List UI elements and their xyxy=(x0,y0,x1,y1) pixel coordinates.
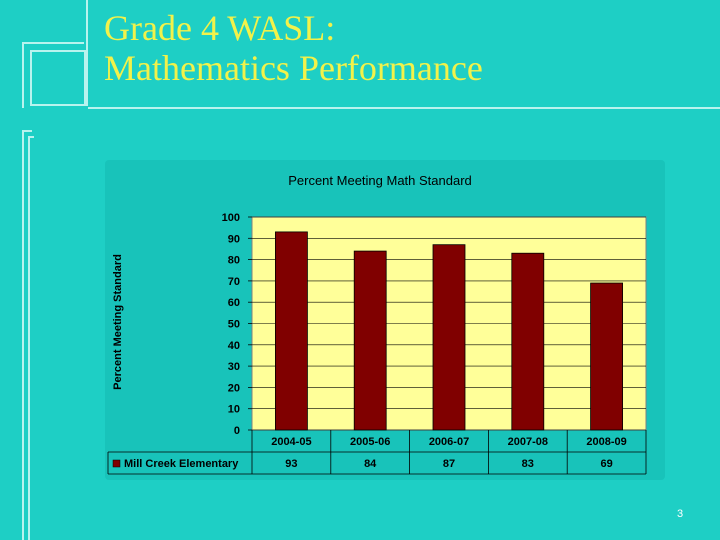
x-tick-label: 2007-08 xyxy=(508,436,548,448)
x-tick-label: 2004-05 xyxy=(271,436,311,448)
page-number: 3 xyxy=(677,508,684,520)
data-table-value: 83 xyxy=(522,458,534,470)
data-table-value: 93 xyxy=(285,458,297,470)
data-table-value: 69 xyxy=(600,458,612,470)
decorative-frame-left xyxy=(22,130,32,540)
x-tick-label: 2005-06 xyxy=(350,436,390,448)
title-divider-line xyxy=(88,107,720,109)
data-table-value: 87 xyxy=(443,458,455,470)
x-tick-label: 2006-07 xyxy=(429,436,469,448)
data-table-value: 84 xyxy=(364,458,377,470)
bar xyxy=(590,282,623,431)
decorative-frame-top-inner xyxy=(30,50,86,106)
y-tick-label: 90 xyxy=(228,233,240,245)
y-tick-label: 20 xyxy=(228,382,240,394)
slide-title-line-1: Grade 4 WASL: xyxy=(104,8,336,48)
y-tick-label: 60 xyxy=(228,297,240,309)
bar xyxy=(353,250,387,431)
y-tick-label: 70 xyxy=(228,276,240,288)
legend-label: Mill Creek Elementary xyxy=(124,458,239,470)
y-tick-label: 100 xyxy=(222,212,240,224)
y-tick-label: 50 xyxy=(228,319,240,331)
y-tick-label: 40 xyxy=(228,340,240,352)
x-tick-label: 2008-09 xyxy=(586,436,626,448)
data-table: 2004-05 2005-06 2006-07 2007-08 2008-09 93 84 8… xyxy=(107,430,647,475)
bar xyxy=(511,252,545,431)
slide-title-line-2: Mathematics Performance xyxy=(104,48,483,88)
bar xyxy=(274,231,308,431)
legend-swatch xyxy=(112,459,121,468)
decorative-frame-top xyxy=(22,42,84,108)
y-tick-label: 30 xyxy=(228,361,240,373)
y-axis-label: Percent Meeting Standard xyxy=(112,254,124,390)
y-axis-ticks: 0 10 20 30 40 50 60 70 80 90 100 xyxy=(222,212,252,437)
title-vertical-line xyxy=(86,0,88,106)
bar xyxy=(432,244,466,431)
chart-title: Percent Meeting Math Standard xyxy=(288,173,472,188)
decorative-frame-left-inner xyxy=(28,136,34,540)
slide-title: Grade 4 WASL: Mathematics Performance xyxy=(104,8,483,88)
y-tick-label: 10 xyxy=(228,404,240,416)
y-tick-label: 80 xyxy=(228,255,240,267)
bars xyxy=(274,231,623,431)
y-tick-label: 0 xyxy=(234,425,240,437)
